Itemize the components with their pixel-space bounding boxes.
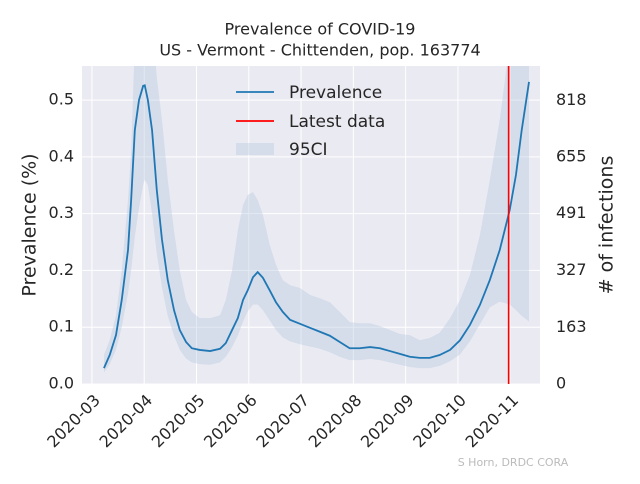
y-tick-label: 0.0 xyxy=(49,374,74,393)
y2-tick-label: 163 xyxy=(556,317,587,336)
legend-label: 95CI xyxy=(289,140,328,160)
y2-tick-label: 491 xyxy=(556,203,587,222)
y2-tick-label: 327 xyxy=(556,260,587,279)
y-axis-label: Prevalence (%) xyxy=(19,153,41,296)
y-tick-label: 0.4 xyxy=(49,146,74,165)
series-line xyxy=(103,81,530,369)
x-tick-label: 2020-10 xyxy=(409,391,470,452)
x-tick-label: 2020-04 xyxy=(96,391,157,452)
y2-tick-label: 655 xyxy=(556,146,587,165)
credit: S Horn, DRDC CORA xyxy=(458,456,569,469)
x-tick-label: 2020-06 xyxy=(200,391,261,452)
x-tick-label: 2020-03 xyxy=(43,391,104,452)
x-tick-label: 2020-09 xyxy=(357,391,418,452)
x-tick-label: 2020-07 xyxy=(252,391,313,452)
y2-axis-label: # of infections xyxy=(596,156,618,295)
y2-tick-label: 0 xyxy=(556,374,566,393)
plot-area xyxy=(82,66,540,384)
chart-subtitle: US - Vermont - Chittenden, pop. 163774 xyxy=(159,41,480,60)
x-tick-label: 2020-05 xyxy=(148,391,209,452)
legend-label: Prevalence xyxy=(289,83,382,103)
y-tick-label: 0.3 xyxy=(49,203,74,222)
legend-swatch xyxy=(236,143,274,155)
y-tick-label: 0.5 xyxy=(49,90,74,109)
y-tick-label: 0.1 xyxy=(49,317,74,336)
y-tick-label: 0.2 xyxy=(49,260,74,279)
x-tick-label: 2020-08 xyxy=(305,391,366,452)
legend-label: Latest data xyxy=(289,112,385,132)
y2-tick-label: 818 xyxy=(556,90,587,109)
x-tick-label: 2020-11 xyxy=(461,391,522,452)
chart-title: Prevalence of COVID-19 xyxy=(225,20,416,39)
